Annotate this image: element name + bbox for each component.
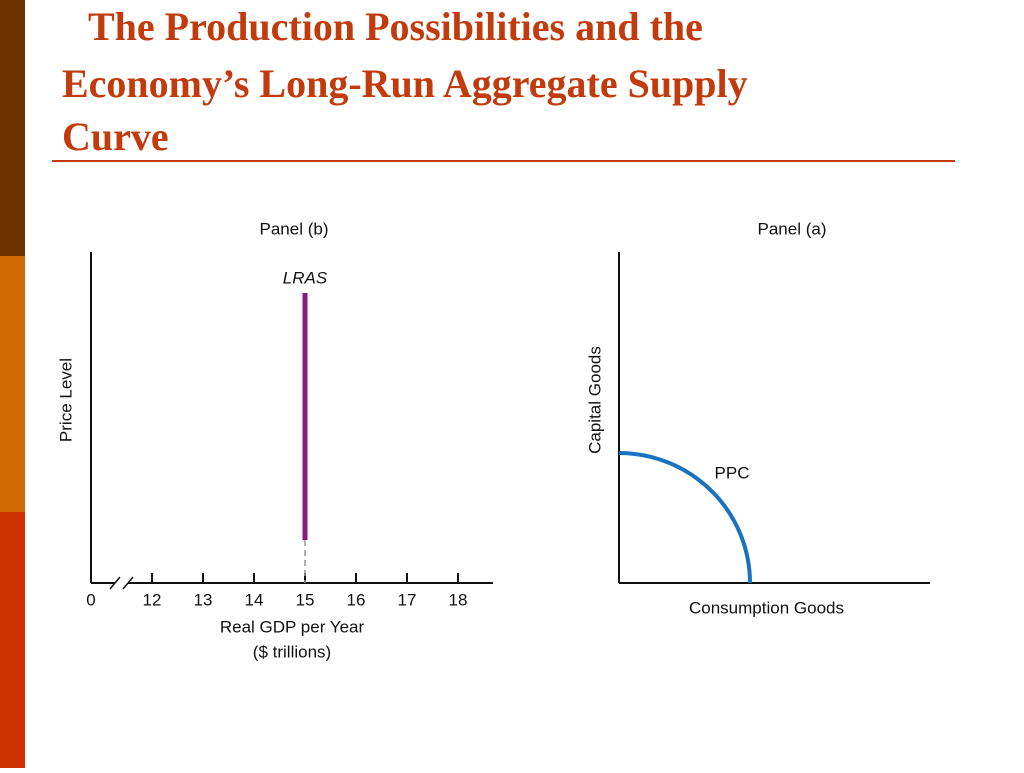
y-axis-label: Capital Goods — [585, 346, 604, 454]
x-tick-label: 18 — [449, 590, 468, 609]
x-tick-label: 16 — [347, 590, 366, 609]
chart-title: Panel (b) — [260, 219, 329, 238]
slide-title: The Production Possibilities and the — [88, 4, 703, 49]
x-tick-label: 15 — [296, 590, 315, 609]
x-axis-label: ($ trillions) — [253, 642, 331, 661]
accent-bar — [0, 512, 25, 768]
legend-label: LRAS — [283, 268, 328, 287]
y-axis-label: Price Level — [56, 358, 75, 442]
x-axis-label: Real GDP per Year — [220, 617, 365, 636]
accent-bar — [0, 0, 25, 256]
x-tick-label: 12 — [143, 590, 162, 609]
x-tick-label: 0 — [86, 590, 95, 609]
slide-title: Curve — [62, 114, 169, 159]
accent-bar — [0, 256, 25, 512]
x-tick-label: 13 — [194, 590, 213, 609]
x-tick-label: 17 — [398, 590, 417, 609]
x-axis-label: Consumption Goods — [689, 598, 844, 617]
curve-label: PPC — [715, 463, 750, 482]
ppc-curve — [618, 451, 752, 584]
chart-title: Panel (a) — [758, 219, 827, 238]
x-tick-label: 14 — [245, 590, 264, 609]
slide-title: Economy’s Long-Run Aggregate Supply — [62, 61, 748, 106]
